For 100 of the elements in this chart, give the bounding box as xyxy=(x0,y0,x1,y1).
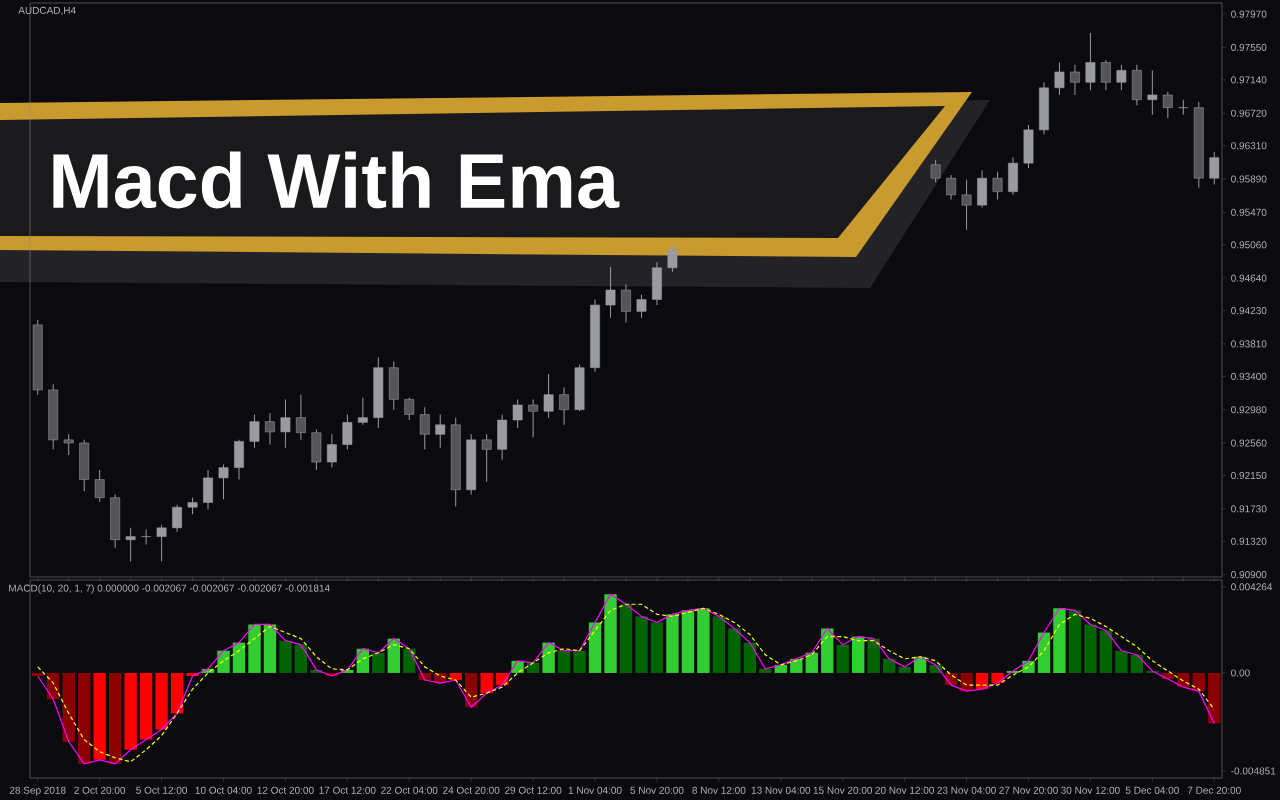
bar xyxy=(108,672,122,764)
bar xyxy=(1053,608,1066,673)
x-tick-label: 12 Oct 20:00 xyxy=(257,786,314,794)
candlestick xyxy=(992,171,1003,201)
candlestick xyxy=(1209,151,1220,186)
y-tick-label: 0.90900 xyxy=(1231,571,1267,579)
y-tick-label: 0.94230 xyxy=(1231,307,1267,315)
y-tick-label: 0.93400 xyxy=(1231,372,1267,380)
bar xyxy=(1208,672,1221,724)
y-tick-label: 0.00 xyxy=(1231,669,1250,677)
chart-subtitle: AUDCAD,H4 xyxy=(18,6,76,16)
x-tick-label: 10 Oct 04:00 xyxy=(195,786,252,794)
bar xyxy=(449,672,462,681)
y-tick-label: 0.93810 xyxy=(1231,340,1267,348)
candlestick xyxy=(1085,32,1096,91)
bar xyxy=(139,672,153,740)
candlestick xyxy=(1116,64,1127,91)
y-tick-label: 0.95060 xyxy=(1231,241,1267,249)
candlestick xyxy=(1147,69,1158,116)
bar xyxy=(836,644,849,673)
y-tick-label: 0.94640 xyxy=(1231,274,1267,282)
bar xyxy=(557,650,571,673)
bar xyxy=(170,672,184,714)
candlestick xyxy=(218,463,229,500)
bar xyxy=(728,628,741,673)
y-tick-label: 0.96310 xyxy=(1231,142,1267,150)
bar xyxy=(279,640,292,673)
chart-title: MACD(10, 20, 1, 7) 0.000000 -0.002067 -0.002067 -0.002067 -0.001814 xyxy=(9,584,330,594)
bar xyxy=(697,608,710,673)
candlestick xyxy=(326,433,337,469)
bar xyxy=(480,672,493,694)
bar xyxy=(759,668,772,673)
candlestick xyxy=(94,469,105,503)
y-tick-label: 0.92980 xyxy=(1231,406,1267,414)
bar xyxy=(991,672,1004,684)
x-tick-label: 24 Oct 20:00 xyxy=(443,786,500,794)
y-tick-label: 0.97550 xyxy=(1231,43,1267,51)
candlestick xyxy=(1100,59,1111,91)
candlestick xyxy=(961,179,972,231)
bar xyxy=(743,642,757,673)
bar xyxy=(1037,632,1051,673)
bar xyxy=(1192,672,1205,692)
bar xyxy=(526,662,540,673)
candlestick xyxy=(605,266,616,319)
bar xyxy=(31,672,44,676)
bar xyxy=(882,658,896,673)
bar xyxy=(619,604,633,673)
candlestick xyxy=(404,397,415,421)
bar xyxy=(1130,654,1144,673)
candlestick xyxy=(636,294,647,319)
y-tick-label: 0.97970 xyxy=(1231,10,1267,18)
bar xyxy=(542,642,555,673)
y-tick-label: 0.004264 xyxy=(1231,583,1273,591)
candlestick xyxy=(156,524,167,562)
y-tick-label: 0.95890 xyxy=(1231,175,1267,183)
x-tick-label: 7 Dec 20:00 xyxy=(1187,786,1241,794)
bar xyxy=(124,672,137,750)
x-tick-label: 22 Oct 04:00 xyxy=(381,786,438,794)
candlestick xyxy=(172,504,182,533)
y-tick-label: 0.91320 xyxy=(1231,537,1267,545)
x-tick-label: 27 Nov 20:00 xyxy=(999,786,1058,794)
bar xyxy=(588,622,602,673)
y-tick-label: 0.91730 xyxy=(1231,505,1267,513)
bar xyxy=(867,638,880,673)
y-tick-label: 0.92150 xyxy=(1231,471,1267,480)
bar xyxy=(898,666,911,673)
y-tick-label: -0.004851 xyxy=(1231,767,1276,775)
candlestick xyxy=(1178,99,1189,116)
candlestick xyxy=(946,174,957,201)
candlestick xyxy=(512,398,523,429)
candlestick xyxy=(342,413,353,450)
candlestick xyxy=(1070,64,1080,96)
x-tick-label: 2 Oct 20:00 xyxy=(74,786,126,794)
bar xyxy=(1068,610,1082,673)
y-tick-label: 0.96720 xyxy=(1231,109,1267,117)
candlestick xyxy=(419,406,430,450)
bar xyxy=(852,636,865,673)
x-tick-label: 1 Nov 04:00 xyxy=(568,786,622,794)
bar xyxy=(681,610,695,673)
bar xyxy=(666,614,679,673)
bar xyxy=(372,652,385,673)
x-tick-label: 5 Nov 20:00 xyxy=(630,786,684,794)
candlestick xyxy=(280,398,291,449)
candlestick xyxy=(621,283,631,323)
candlestick xyxy=(559,387,569,426)
y-tick-label: 0.95470 xyxy=(1231,208,1267,216)
bar xyxy=(712,616,726,673)
bar xyxy=(387,638,400,673)
x-tick-label: 8 Nov 12:00 xyxy=(692,786,746,794)
candlestick xyxy=(481,433,492,483)
x-tick-label: 20 Nov 12:00 xyxy=(875,786,934,794)
bar xyxy=(1099,630,1113,673)
bar xyxy=(1115,650,1128,673)
bar xyxy=(604,594,617,673)
bar xyxy=(77,672,91,764)
bar xyxy=(263,624,277,673)
y-tick-label: 0.92560 xyxy=(1231,439,1267,447)
text: Macd With Ema xyxy=(53,151,620,209)
candlestick xyxy=(63,433,74,456)
bar xyxy=(1084,624,1097,673)
